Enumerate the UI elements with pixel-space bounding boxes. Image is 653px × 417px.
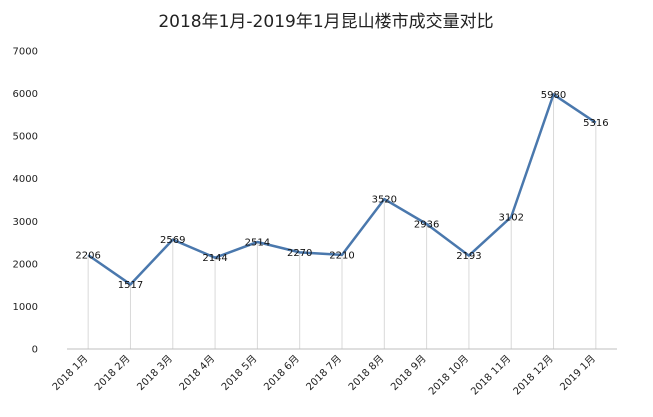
y-tick-label: 1000 [13,302,38,313]
y-tick-label: 0 [32,345,38,356]
chart-title: 2018年1月-2019年1月昆山楼市成交量对比 [158,12,493,32]
y-tick-label: 3000 [13,217,38,228]
data-label: 2569 [160,235,185,246]
y-tick-label: 5000 [13,132,38,143]
data-label: 1517 [118,280,143,291]
series-line [87,93,597,286]
y-tick-label: 4000 [13,174,38,185]
x-category-label: 2018 12月 [511,353,556,398]
data-label: 2144 [202,253,227,264]
x-category-label: 2018 4月 [177,353,217,393]
x-category-label: 2018 1月 [50,353,90,393]
x-category-label: 2018 5月 [219,353,259,393]
data-label: 2210 [329,250,354,261]
data-label: 2206 [75,251,100,262]
data-label: 5980 [541,90,566,101]
x-category-label: 2019 1月 [558,353,598,393]
y-tick-label: 7000 [13,47,38,58]
data-label: 2270 [287,248,312,259]
data-label: 2193 [456,251,481,262]
data-label: 2514 [245,237,270,248]
data-label: 2936 [414,220,439,231]
y-tick-label: 6000 [13,89,38,100]
y-axis-ticks: 0 1000 2000 3000 4000 5000 6000 7000 [13,47,38,356]
data-label: 3520 [372,195,397,206]
x-category-label: 2018 6月 [262,353,302,393]
x-category-label: 2018 7月 [304,353,344,393]
data-label: 5316 [583,118,608,129]
x-category-label: 2018 11月 [469,353,514,398]
drop-lines [87,94,597,349]
data-labels: 2206 1517 2569 2144 2514 2270 2210 3520 2936 2193… [75,90,608,291]
x-category-label: 2018 10月 [426,353,471,398]
x-category-label: 2018 2月 [92,353,132,393]
x-category-label: 2018 9月 [388,353,428,393]
x-category-label: 2018 3月 [135,353,175,393]
x-axis-categories: 2018 1月 2018 2月 2018 3月 2018 4月 2018 5月 2018 … [50,353,598,398]
data-label: 3102 [499,212,524,223]
x-category-label: 2018 8月 [346,353,386,393]
y-tick-label: 2000 [13,259,38,270]
